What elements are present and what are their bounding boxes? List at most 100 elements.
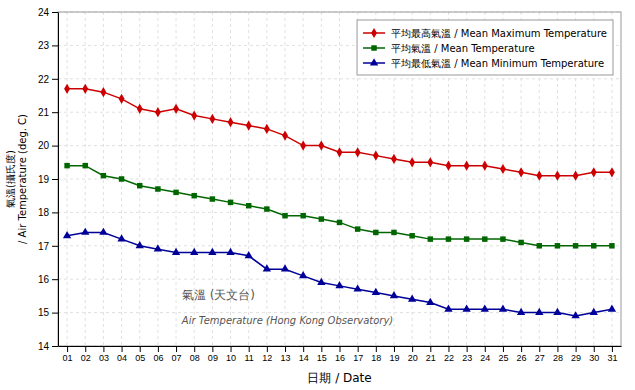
tick-mark: [267, 346, 268, 352]
tick-mark: [52, 279, 58, 280]
data-point: [573, 243, 578, 248]
tick-mark: [249, 346, 250, 352]
data-point: [300, 213, 305, 218]
tick-label: 28: [553, 353, 563, 363]
x-tick: 04: [117, 346, 127, 363]
legend-label: 平均氣溫 / Mean Temperature: [391, 43, 535, 54]
tick-mark: [503, 346, 504, 352]
data-point: [500, 236, 505, 241]
data-point: [300, 141, 306, 151]
data-point: [373, 230, 378, 235]
annotation: 氣溫 (天文台): [182, 288, 255, 302]
x-tick: 09: [208, 346, 218, 363]
tick-mark: [67, 346, 68, 352]
x-tick: 27: [535, 346, 545, 363]
legend-item: 平均最低氣溫 / Mean Minimum Temperature: [363, 58, 604, 69]
tick-mark: [358, 346, 359, 352]
data-point: [282, 213, 287, 218]
data-point: [355, 147, 361, 157]
legend-label: 平均最低氣溫 / Mean Minimum Temperature: [391, 58, 604, 69]
data-point: [155, 186, 160, 191]
grid-line: [321, 12, 322, 346]
tick-mark: [52, 179, 58, 180]
data-point: [264, 124, 270, 134]
data-point: [228, 117, 234, 127]
legend-item: 平均氣溫 / Mean Temperature: [363, 43, 535, 54]
grid: [58, 12, 621, 346]
tick-mark: [376, 346, 377, 352]
data-point: [101, 173, 106, 178]
x-tick: 15: [317, 346, 327, 363]
tick-mark: [85, 346, 86, 352]
data-point: [119, 176, 124, 181]
plot: 0102030405060708091011121314151617181920…: [38, 7, 622, 364]
grid-line: [303, 12, 304, 346]
data-point: [553, 308, 561, 315]
tick-label: 30: [589, 353, 599, 363]
data-point: [137, 104, 143, 114]
data-point: [173, 104, 179, 114]
tick-label: 16: [335, 353, 345, 363]
tick-mark: [52, 79, 58, 80]
data-point: [155, 107, 161, 117]
data-point: [335, 281, 343, 288]
data-point: [409, 157, 415, 167]
x-tick: 13: [281, 346, 291, 363]
tick-label: 07: [172, 353, 182, 363]
tick-label: 06: [153, 353, 163, 363]
data-point: [317, 278, 325, 285]
y-tick: 22: [38, 74, 58, 85]
grid-line: [58, 112, 621, 113]
data-point: [137, 183, 142, 188]
data-point: [136, 241, 144, 248]
tick-mark: [52, 12, 58, 13]
y-tick: 20: [38, 140, 58, 151]
data-point: [609, 167, 615, 177]
data-point: [191, 110, 197, 120]
legend-marker: [371, 45, 376, 50]
data-point: [355, 226, 360, 231]
tick-label: 14: [299, 353, 309, 363]
x-tick: 21: [426, 346, 436, 363]
data-point: [426, 298, 434, 305]
data-point: [263, 264, 271, 271]
data-point: [64, 163, 69, 168]
tick-mark: [103, 346, 104, 352]
tick-label: 31: [607, 353, 617, 363]
tick-label: 22: [38, 74, 50, 85]
data-point: [173, 190, 178, 195]
data-point: [119, 94, 125, 104]
tick-label: 03: [99, 353, 109, 363]
tick-mark: [122, 346, 123, 352]
tick-mark: [52, 246, 58, 247]
tick-mark: [539, 346, 540, 352]
tick-label: 04: [117, 353, 127, 363]
data-point: [100, 87, 106, 97]
tick-label: 14: [38, 341, 50, 352]
tick-mark: [140, 346, 141, 352]
x-tick: 14: [299, 346, 309, 363]
data-point: [245, 251, 253, 258]
data-point: [191, 193, 196, 198]
tick-label: 02: [81, 353, 91, 363]
tick-mark: [52, 146, 58, 147]
data-point: [154, 244, 162, 251]
tick-mark: [321, 346, 322, 352]
legend-item: 平均最高氣溫 / Mean Maximum Temperature: [363, 28, 607, 39]
data-point: [391, 154, 397, 164]
data-point: [372, 288, 380, 295]
x-tick: 28: [553, 346, 563, 363]
data-point: [172, 248, 180, 255]
x-tick: 19: [389, 346, 399, 363]
tick-label: 22: [444, 353, 454, 363]
tick-mark: [485, 346, 486, 352]
data-point: [337, 220, 342, 225]
x-tick: 24: [480, 346, 490, 363]
grid-line: [58, 179, 621, 180]
data-point: [264, 206, 269, 211]
data: [63, 84, 616, 319]
data-point: [444, 304, 452, 311]
y-axis: 1415161718192021222324: [38, 7, 59, 352]
series-line: [67, 166, 612, 246]
tick-label: 19: [389, 353, 399, 363]
